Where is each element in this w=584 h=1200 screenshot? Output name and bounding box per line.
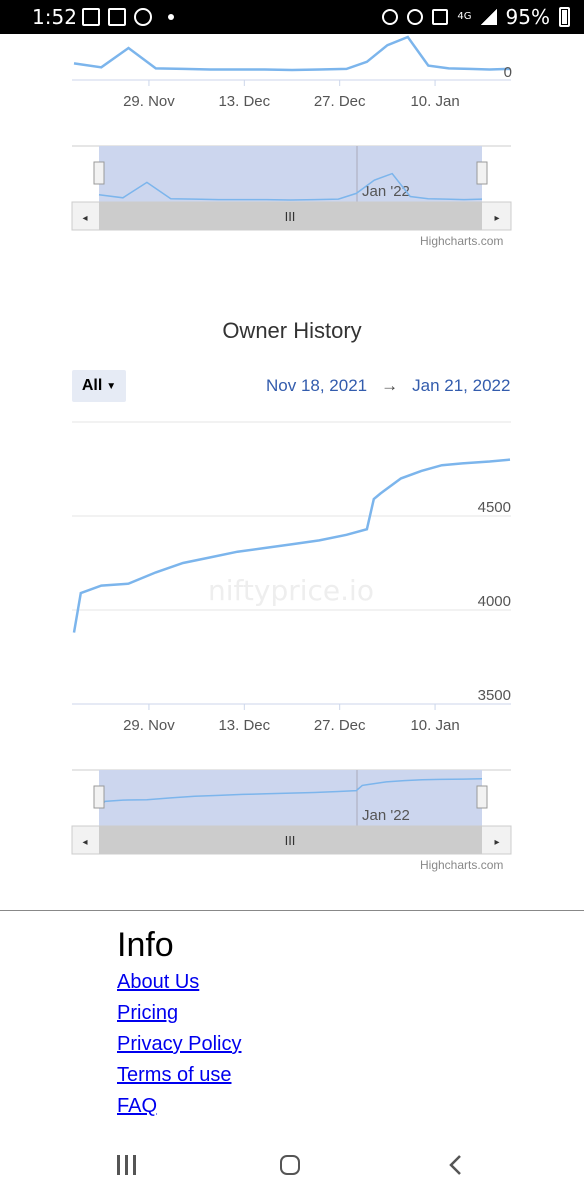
arrow-right-icon: →: [381, 376, 399, 395]
privacy-policy-link[interactable]: Privacy Policy: [117, 1033, 242, 1055]
mute-icon: [407, 9, 424, 25]
info-heading: Info: [117, 926, 174, 964]
navigator-right-handle[interactable]: [476, 161, 488, 185]
about-us-link[interactable]: About Us: [117, 971, 200, 993]
system-icons: 4G 95%: [382, 5, 570, 29]
y-tick-label: 4500: [478, 499, 511, 516]
navigator-right-handle[interactable]: [476, 785, 488, 809]
navigator[interactable]: Jan '22 III ◂ ▸: [71, 145, 512, 231]
status-time: 1:52: [32, 5, 77, 29]
x-tick-label: 13. Dec: [218, 93, 270, 110]
highcharts-credit[interactable]: Highcharts.com: [420, 234, 504, 248]
recent-apps-icon[interactable]: [117, 1155, 139, 1175]
y-tick-label: 3500: [478, 687, 511, 704]
alarm-icon: [382, 9, 399, 25]
y-tick-label: 4000: [478, 593, 511, 610]
status-bar: 1:52 4G 95%: [0, 0, 584, 34]
navigator-label: Jan '22: [362, 183, 410, 200]
navigation-bar: [0, 1140, 584, 1200]
top-chart: 0 29. Nov 13. Dec 27. Dec 10. Jan Jan '22 I…: [71, 35, 512, 231]
network-type: 4G: [457, 11, 472, 22]
x-tick-label: 13. Dec: [218, 717, 270, 734]
navigator-left-handle[interactable]: [93, 161, 105, 185]
battery-icon: [559, 7, 570, 27]
y-tick-label: 0: [504, 64, 512, 81]
series-line: [72, 458, 511, 633]
scroll-right-icon[interactable]: ▸: [494, 213, 499, 224]
watermark: niftyprice.io: [208, 574, 374, 607]
chart-title: Owner History: [222, 318, 362, 343]
scrollbar-thumb[interactable]: [99, 202, 482, 230]
navigator[interactable]: Jan '22 III ◂ ▸: [71, 769, 512, 855]
sync-icon: [134, 8, 152, 26]
x-tick-label: 29. Nov: [123, 717, 175, 734]
home-icon[interactable]: [280, 1155, 300, 1175]
date-from[interactable]: Nov 18, 2021: [266, 376, 368, 395]
scroll-left-icon[interactable]: ◂: [82, 213, 87, 224]
navigator-selection[interactable]: [99, 770, 482, 826]
terms-of-use-link[interactable]: Terms of use: [117, 1064, 232, 1086]
range-selector-label: All: [81, 377, 103, 394]
caret-down-icon: ▼: [106, 380, 117, 392]
date-range: Nov 18, 2021 → Jan 21, 2022: [266, 376, 510, 396]
scroll-left-icon[interactable]: ◂: [82, 837, 87, 848]
x-tick-label: 27. Dec: [314, 93, 366, 110]
battery-percent: 95%: [505, 5, 550, 29]
x-tick-label: 27. Dec: [314, 717, 366, 734]
navigator-label: Jan '22: [362, 807, 410, 824]
app-icon: [108, 8, 126, 26]
range-selector-button[interactable]: All ▼: [72, 370, 126, 402]
navigator-left-handle[interactable]: [93, 785, 105, 809]
x-tick-label: 10. Jan: [410, 717, 459, 734]
scrollbar-grip-icon: III: [285, 833, 296, 848]
pricing-link[interactable]: Pricing: [117, 1002, 179, 1024]
more-notifications-icon: [168, 14, 174, 20]
back-icon[interactable]: [446, 1154, 468, 1176]
scrollbar-thumb[interactable]: [99, 826, 482, 854]
x-tick-label: 10. Jan: [410, 93, 459, 110]
data-saver-icon: [432, 9, 449, 25]
info-section: Info About Us Pricing Privacy Policy Ter…: [117, 926, 241, 1126]
signal-icon: [480, 9, 497, 25]
highcharts-credit[interactable]: Highcharts.com: [420, 858, 504, 872]
faq-link[interactable]: FAQ: [117, 1095, 158, 1117]
notification-icons: [82, 7, 174, 27]
date-to[interactable]: Jan 21, 2022: [412, 376, 511, 395]
navigator-selection[interactable]: [99, 146, 482, 202]
gallery-icon: [82, 8, 100, 26]
section-divider: [0, 910, 584, 911]
scroll-right-icon[interactable]: ▸: [494, 837, 499, 848]
series-line: [73, 35, 511, 72]
owner-chart: niftyprice.io 3500 4000 4500 29. Nov 13. De…: [71, 421, 512, 855]
scrollbar-grip-icon: III: [285, 209, 296, 224]
x-tick-label: 29. Nov: [123, 93, 175, 110]
